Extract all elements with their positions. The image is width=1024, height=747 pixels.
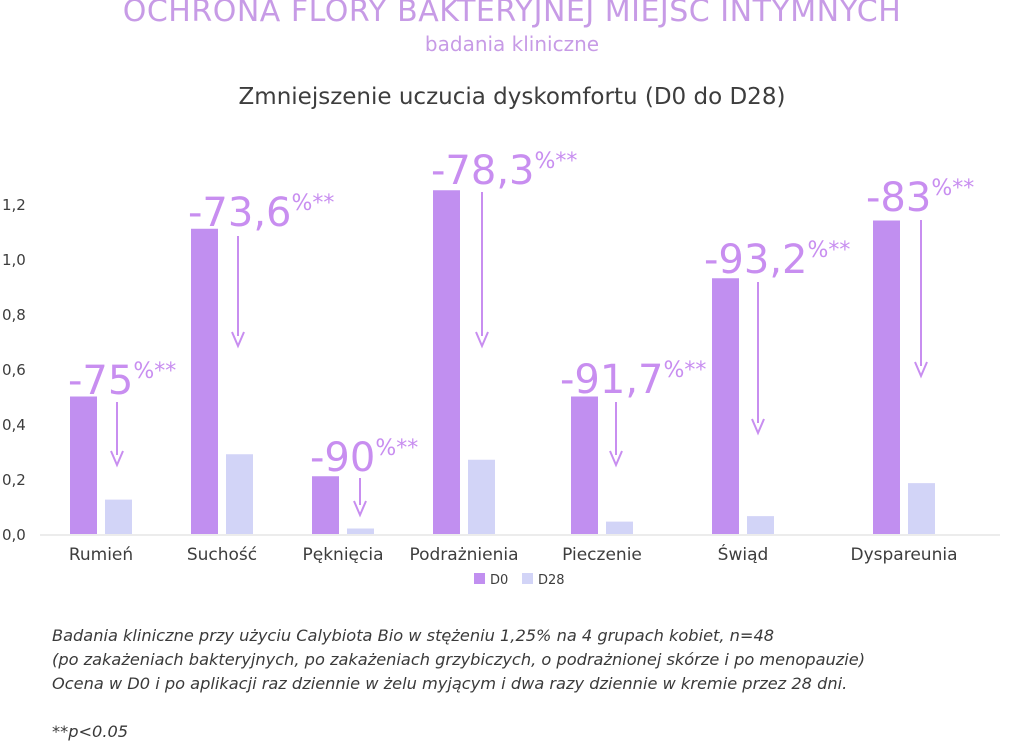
- reduction-label: -78,3%**: [431, 148, 577, 194]
- reduction-annotations: -75%** -73,6%** -90%** -78,3%** -91,7%** -93,…: [68, 148, 974, 518]
- bar-d28: [105, 499, 132, 534]
- legend-swatch: [474, 573, 485, 584]
- category-label: Świąd: [718, 543, 769, 565]
- y-tick-label: 0,2: [2, 471, 26, 489]
- bar-d28: [908, 483, 935, 534]
- bar-d28: [468, 459, 495, 534]
- bar-d28: [747, 516, 774, 534]
- y-tick-label: 0,0: [2, 526, 26, 544]
- footnote-significance: **p<0.05: [52, 722, 129, 741]
- arrow-head: [353, 500, 367, 518]
- footnote-study: Badania kliniczne przy użyciu Calybiota …: [52, 626, 775, 645]
- arrow-head: [914, 361, 928, 379]
- arrow-head: [609, 450, 623, 468]
- category-label: Dyspareunia: [851, 545, 958, 565]
- arrow-head: [231, 331, 245, 349]
- footnote-method: Ocena w D0 i po aplikacji raz dziennie w…: [52, 674, 848, 693]
- category-label: Pęknięcia: [303, 545, 384, 565]
- category-label: Pieczenie: [562, 545, 642, 565]
- category-label: Suchość: [187, 545, 257, 565]
- bars: [70, 190, 935, 534]
- reduction-label: -73,6%**: [188, 190, 334, 236]
- legend-label: D0: [490, 573, 508, 588]
- bar-d0: [433, 190, 460, 534]
- category-label: Podrażnienia: [409, 545, 518, 565]
- legend: D0 D28: [474, 573, 565, 588]
- y-axis-ticks: 0,0 0,2 0,4 0,6 0,8 1,0 1,2: [2, 196, 26, 544]
- bar-chart: 0,0 0,2 0,4 0,6 0,8 1,0 1,2 -75%** -73,6%** -90%…: [2, 148, 1000, 588]
- arrow-head: [475, 331, 489, 349]
- footnotes: Badania kliniczne przy użyciu Calybiota …: [52, 624, 1002, 744]
- legend-label: D28: [538, 573, 565, 588]
- bar-d0: [70, 396, 97, 534]
- y-tick-label: 1,2: [2, 196, 26, 214]
- legend-swatch: [522, 573, 533, 584]
- bar-d28: [606, 521, 633, 534]
- bar-d28: [226, 454, 253, 534]
- y-tick-label: 1,0: [2, 251, 26, 269]
- header-subtitle: badania kliniczne: [424, 32, 600, 56]
- arrow-head: [751, 418, 765, 436]
- reduction-label: -75%**: [68, 358, 176, 404]
- reduction-label: -90%**: [310, 435, 418, 481]
- reduction-label: -83%**: [866, 175, 974, 221]
- reduction-label: -93,2%**: [704, 237, 850, 283]
- y-tick-label: 0,8: [2, 306, 26, 324]
- bar-d0: [191, 228, 218, 534]
- bar-d28: [347, 528, 374, 534]
- reduction-label: -91,7%**: [560, 357, 706, 403]
- bar-d0: [312, 476, 339, 534]
- x-axis-labels: Rumień Suchość Pęknięcia Podrażnienia Piecze…: [69, 543, 958, 565]
- chart-title: Zmniejszenie uczucia dyskomfortu (D0 do …: [238, 84, 786, 110]
- arrow-head: [110, 450, 124, 468]
- y-tick-label: 0,6: [2, 361, 26, 379]
- bar-d0: [571, 396, 598, 534]
- header-title: OCHRONA FLORY BAKTERYJNEJ MIEJSC INTYMNY…: [122, 0, 902, 29]
- category-label: Rumień: [69, 545, 133, 565]
- y-tick-label: 0,4: [2, 416, 26, 434]
- footnote-groups: (po zakażeniach bakteryjnych, po zakażen…: [52, 650, 866, 669]
- bar-d0: [712, 278, 739, 534]
- bar-d0: [873, 220, 900, 534]
